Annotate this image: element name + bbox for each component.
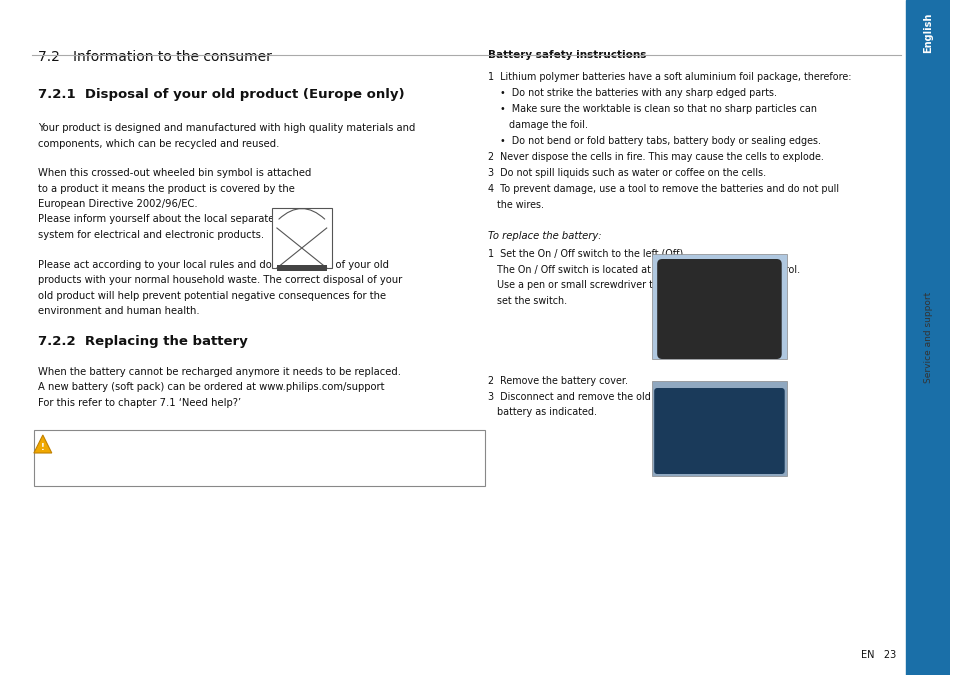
Text: 3  Do not spill liquids such as water or coffee on the cells.: 3 Do not spill liquids such as water or … — [487, 168, 765, 178]
Text: Please act according to your local rules and do not dispose of your old: Please act according to your local rules… — [38, 260, 389, 270]
Text: 7.2.2  Replacing the battery: 7.2.2 Replacing the battery — [38, 335, 248, 348]
Bar — [276, 265, 326, 271]
Text: system for electrical and electronic products.: system for electrical and electronic pro… — [38, 230, 264, 240]
Bar — [272, 208, 332, 268]
Text: •  Make sure the worktable is clean so that no sharp particles can: • Make sure the worktable is clean so th… — [487, 104, 816, 114]
Text: When this crossed-out wheeled bin symbol is attached: When this crossed-out wheeled bin symbol… — [38, 168, 311, 178]
Text: 7.2.1  Disposal of your old product (Europe only): 7.2.1 Disposal of your old product (Euro… — [38, 88, 404, 101]
Bar — [652, 381, 786, 476]
Text: 4  To prevent damage, use a tool to remove the batteries and do not pull: 4 To prevent damage, use a tool to remov… — [487, 184, 838, 194]
Text: set the switch.: set the switch. — [487, 296, 566, 306]
Text: When the battery cannot be recharged anymore it needs to be replaced.: When the battery cannot be recharged any… — [38, 367, 400, 377]
Text: The On / Off switch is located at the rear of the remote control.: The On / Off switch is located at the re… — [487, 265, 800, 275]
Text: 7.2   Information to the consumer: 7.2 Information to the consumer — [38, 50, 272, 64]
Text: English: English — [923, 12, 932, 53]
Text: to a product it means the product is covered by the: to a product it means the product is cov… — [38, 184, 294, 194]
Text: !: ! — [41, 443, 45, 452]
Text: Warning: Warning — [60, 437, 107, 447]
FancyBboxPatch shape — [657, 259, 781, 359]
Polygon shape — [34, 435, 51, 453]
Text: Please inform yourself about the local separate collection: Please inform yourself about the local s… — [38, 215, 325, 225]
Text: products with your normal household waste. The correct disposal of your: products with your normal household wast… — [38, 275, 401, 286]
Text: •  Do not bend or fold battery tabs, battery body or sealing edges.: • Do not bend or fold battery tabs, batt… — [487, 136, 820, 146]
FancyBboxPatch shape — [34, 430, 484, 486]
Text: the wires.: the wires. — [487, 200, 543, 210]
Text: For this refer to chapter 7.1 ‘Need help?’: For this refer to chapter 7.1 ‘Need help… — [38, 398, 241, 408]
Text: Battery safety instructions: Battery safety instructions — [487, 50, 645, 60]
Text: 2  Remove the battery cover.: 2 Remove the battery cover. — [487, 376, 627, 386]
Text: A new battery (soft pack) can be ordered at www.philips.com/support: A new battery (soft pack) can be ordered… — [38, 383, 384, 392]
Text: To replace the battery:: To replace the battery: — [487, 231, 600, 241]
Text: EN   23: EN 23 — [861, 650, 896, 660]
Text: components, which can be recycled and reused.: components, which can be recycled and re… — [38, 139, 279, 149]
Text: •  Do not strike the batteries with any sharp edged parts.: • Do not strike the batteries with any s… — [487, 88, 776, 98]
Text: battery as indicated.: battery as indicated. — [487, 407, 597, 417]
Text: damage the foil.: damage the foil. — [487, 120, 587, 130]
Text: old product will help prevent potential negative consequences for the: old product will help prevent potential … — [38, 291, 386, 301]
Text: 3  Disconnect and remove the old: 3 Disconnect and remove the old — [487, 392, 650, 402]
Bar — [652, 254, 786, 359]
Text: 1  Set the On / Off switch to the left (Off).: 1 Set the On / Off switch to the left (O… — [487, 249, 685, 259]
FancyBboxPatch shape — [654, 388, 784, 474]
Text: 2  Never dispose the cells in fire. This may cause the cells to explode.: 2 Never dispose the cells in fire. This … — [487, 152, 822, 162]
Text: Use a pen or small screwdriver to: Use a pen or small screwdriver to — [487, 280, 658, 290]
Bar — [905, 0, 949, 675]
Text: environment and human health.: environment and human health. — [38, 306, 199, 317]
Text: 1  Lithium polymer batteries have a soft aluminium foil package, therefore:: 1 Lithium polymer batteries have a soft … — [487, 72, 850, 82]
Text: Replace the batteries only with batteries of the same type, otherwise the: Replace the batteries only with batterie… — [43, 454, 395, 464]
Text: Service and support: Service and support — [923, 292, 932, 383]
Text: warranty is no longer valid and hazardous situations could occur.: warranty is no longer valid and hazardou… — [43, 470, 357, 479]
Text: European Directive 2002/96/EC.: European Directive 2002/96/EC. — [38, 199, 197, 209]
Text: Your product is designed and manufactured with high quality materials and: Your product is designed and manufacture… — [38, 123, 415, 133]
